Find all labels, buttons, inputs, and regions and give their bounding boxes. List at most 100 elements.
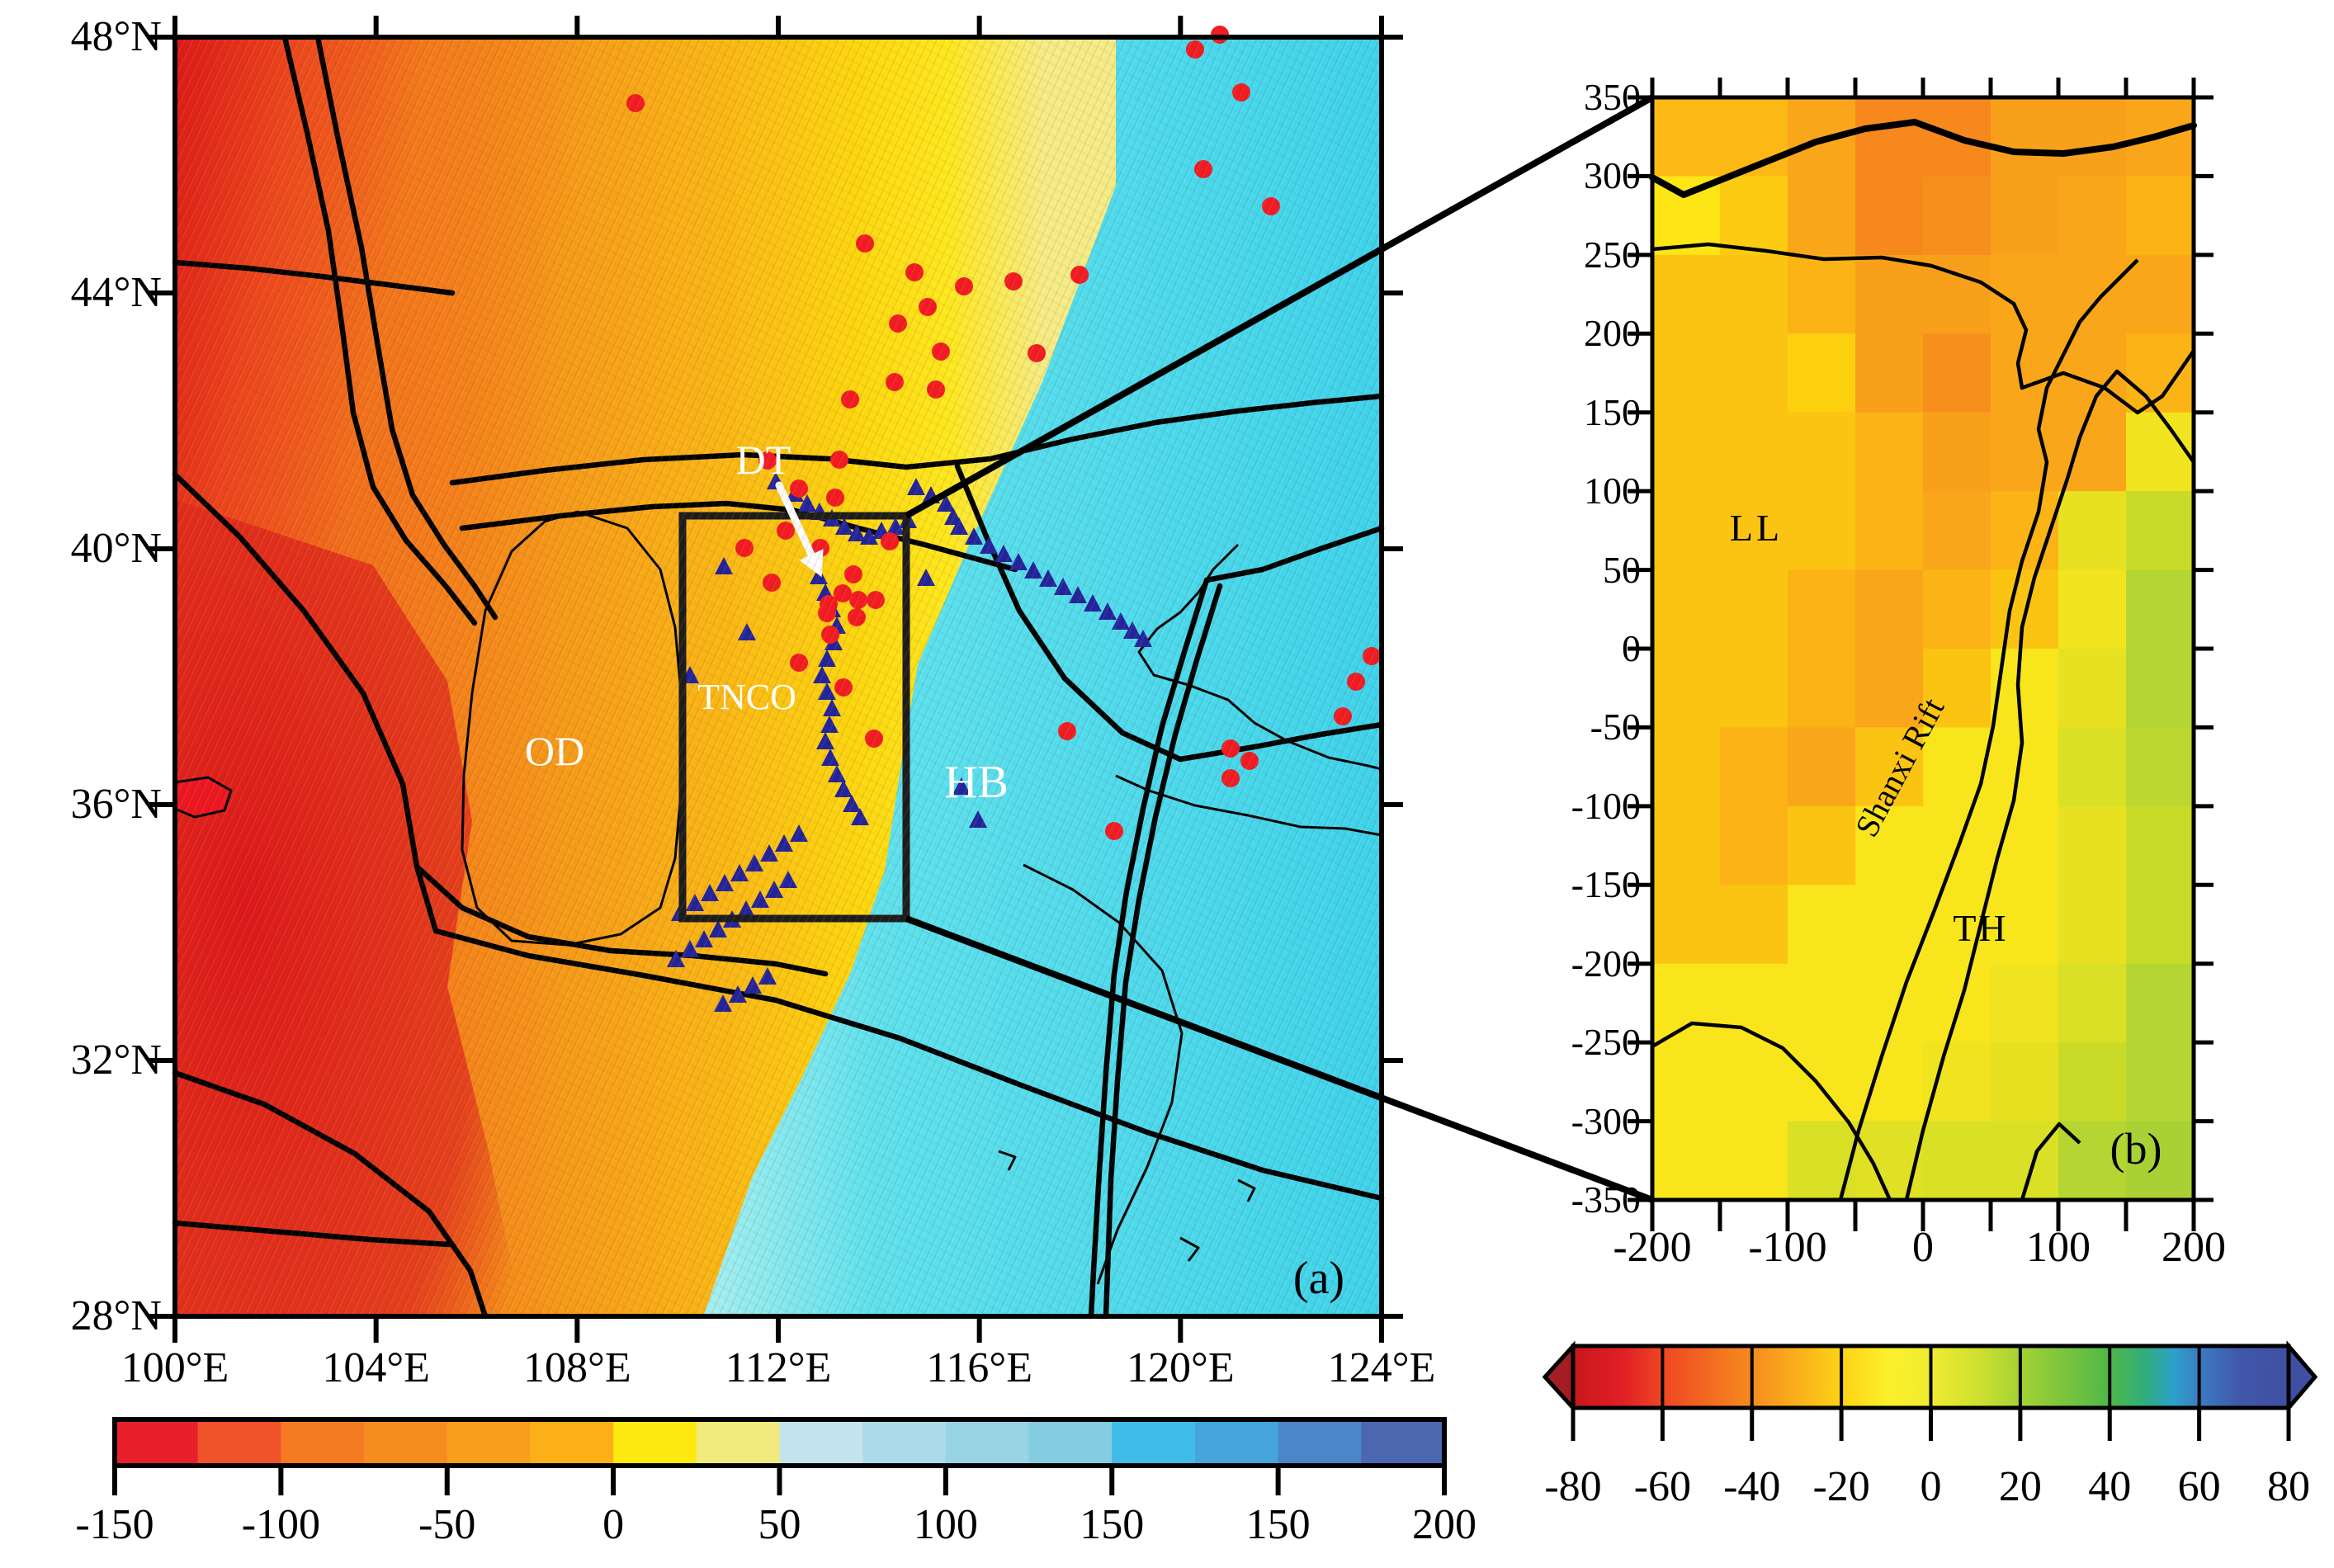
- panel-b-y-tick-label: 350: [1584, 76, 1641, 118]
- fault-line: [432, 928, 1385, 1202]
- heatmap-cell: [2058, 963, 2127, 1043]
- station-triangle: [1024, 561, 1042, 579]
- lat-tick-label: 36°N: [70, 781, 162, 828]
- heatmap-cell: [1855, 176, 1924, 256]
- heatmap-cell: [1720, 176, 1788, 256]
- event-dot: [1058, 722, 1076, 740]
- heatmap-cell: [1991, 412, 2059, 492]
- coastline: [1137, 543, 1382, 771]
- heatmap-cell: [1720, 727, 1788, 807]
- panel-b-x-tick-label: 0: [1912, 1224, 1934, 1271]
- colorbar-a-tick-label: 50: [758, 1501, 801, 1548]
- event-dot: [841, 390, 859, 409]
- coastline: [1115, 774, 1382, 837]
- heatmap-cell: [1652, 412, 1721, 492]
- heatmap-cell: [2058, 97, 2127, 177]
- heatmap-cell: [1788, 569, 1856, 649]
- heatmap-cell: [1991, 97, 2059, 177]
- panel-a-letter: (a): [1292, 1253, 1345, 1304]
- heatmap-cell: [1652, 1042, 1721, 1122]
- station-triangle: [714, 994, 732, 1012]
- heatmap-cell: [2126, 1042, 2195, 1122]
- colorbar-b-tick-label: 60: [2177, 1463, 2221, 1510]
- event-dot: [1194, 160, 1212, 178]
- heatmap-cells: [1652, 97, 2195, 1201]
- colorbar-a-tick-label: -150: [75, 1501, 154, 1548]
- heatmap-cell: [2126, 727, 2195, 807]
- event-dot: [1221, 769, 1240, 787]
- heatmap-cell: [1923, 176, 1991, 256]
- colorbar-a-segment: [364, 1419, 448, 1466]
- panel-b-y-tick-label: 200: [1584, 312, 1641, 355]
- station-triangle: [1084, 594, 1102, 612]
- heatmap-cell: [2058, 254, 2127, 334]
- heatmap-cell: [1788, 412, 1856, 492]
- colorbar-a-tick-label: 150: [1245, 1501, 1311, 1548]
- heatmap-cell: [2058, 1042, 2127, 1122]
- heatmap-cell: [2126, 805, 2195, 886]
- heatmap-cell: [1652, 1121, 1721, 1201]
- fault-line: [413, 863, 829, 977]
- station-triangle: [681, 940, 699, 957]
- heatmap-cell: [1720, 649, 1788, 729]
- heatmap-cell: [2058, 649, 2127, 729]
- station-triangle: [745, 854, 763, 871]
- heatmap-cell: [1855, 491, 1924, 571]
- panel-b-y-tick-label: 150: [1584, 390, 1641, 433]
- colorbar-b-tick-label: 40: [2088, 1463, 2132, 1510]
- event-dot: [1028, 344, 1046, 362]
- colorbar-a: [112, 1417, 1447, 1495]
- station-triangle: [729, 985, 747, 1003]
- east-lowland-region: [703, 37, 1382, 1316]
- station-triangle: [695, 930, 713, 947]
- panel-b-x-tick-label: 100: [2026, 1224, 2091, 1271]
- heatmap-cell: [1788, 963, 1856, 1043]
- heatmap-cell: [2058, 412, 2127, 492]
- station-triangle: [737, 900, 755, 918]
- fault-lines: [172, 34, 1385, 1320]
- fault-line: [314, 34, 498, 621]
- heatmap-cell: [1788, 176, 1856, 256]
- colorbar-a-segment: [446, 1419, 532, 1466]
- panel-b-y-tick-label: 0: [1622, 627, 1641, 669]
- panel-b-frame: [1650, 95, 2196, 1202]
- heatmap-cell: [1788, 1042, 1856, 1122]
- station-triangle: [818, 649, 836, 667]
- colorbar-b-tick-label: -40: [1723, 1463, 1781, 1510]
- axis-ticks: [149, 16, 2214, 1343]
- station-triangle: [843, 795, 861, 812]
- station-triangle: [730, 864, 749, 881]
- heatmap-cell: [1720, 805, 1788, 886]
- station-triangle: [715, 557, 733, 574]
- station-triangle: [667, 950, 685, 967]
- station-triangle: [1069, 586, 1087, 603]
- station-triangle: [886, 517, 905, 535]
- fault-line: [172, 259, 456, 296]
- lat-tick-label: 48°N: [70, 13, 162, 60]
- heatmap-cell: [1855, 254, 1924, 334]
- heatmap-cell: [2058, 176, 2127, 256]
- heatmap-cell: [1720, 412, 1788, 492]
- station-triangle: [738, 623, 756, 640]
- rift-boundary: [1904, 369, 2195, 1201]
- station-triangle: [980, 536, 998, 554]
- heatmap-cell: [1720, 963, 1788, 1043]
- heatmap-cell: [1923, 1121, 1991, 1201]
- event-dot: [1186, 40, 1204, 59]
- event-dot: [881, 532, 899, 550]
- heatmap-cell: [1991, 1042, 2059, 1122]
- southwest-red-region: [175, 499, 522, 1316]
- colorbar-a-segment: [115, 1419, 199, 1466]
- heatmap-cell: [1652, 569, 1721, 649]
- heatmap-cell: [1991, 333, 2059, 413]
- station-triangle: [1054, 578, 1072, 595]
- station-triangle: [821, 749, 839, 766]
- colorbar-b-tick-label: -20: [1812, 1463, 1870, 1510]
- colorbar-b-tick-label: -60: [1633, 1463, 1692, 1510]
- event-dot: [889, 314, 907, 333]
- heatmap-cell: [1720, 333, 1788, 413]
- panel-b-y-tick-label: -200: [1571, 942, 1641, 985]
- heatmap-cell: [1720, 885, 1788, 965]
- heatmap-cell: [1788, 649, 1856, 729]
